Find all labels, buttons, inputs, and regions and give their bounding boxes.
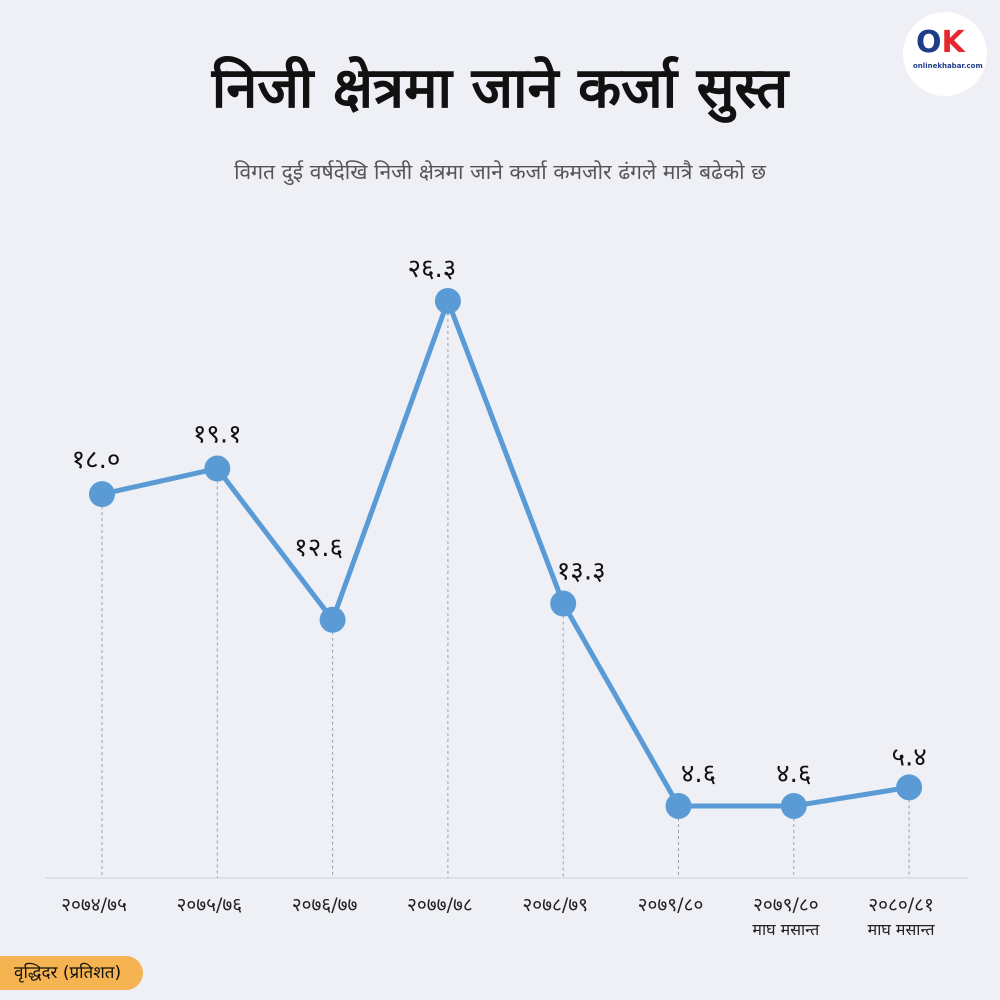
value-label: १९.१ xyxy=(193,420,242,450)
value-label: १२.६ xyxy=(294,533,343,563)
x-tick-label: २०७९/८० xyxy=(753,894,819,916)
value-label: ४.६ xyxy=(681,759,716,789)
x-tick-label: २०८०/८१ xyxy=(868,894,934,916)
x-tick-note: माघ मसान्त xyxy=(868,920,936,939)
x-tick-label: २०७८/७९ xyxy=(522,894,588,916)
x-tick-label: २०७६/७७ xyxy=(292,894,358,916)
value-label: १३.३ xyxy=(557,557,606,587)
logo-text: onlinekhabar.com xyxy=(913,62,983,70)
chart-subtitle: विगत दुई वर्षदेखि निजी क्षेत्रमा जाने कर… xyxy=(234,160,766,184)
value-label: ४.६ xyxy=(776,759,811,789)
chart-title: निजी क्षेत्रमा जाने कर्जा सुस्त xyxy=(211,56,789,121)
series-line xyxy=(99,298,912,809)
data-point xyxy=(204,455,231,482)
logo-mark: OK xyxy=(916,25,965,60)
data-point xyxy=(665,792,692,819)
data-point xyxy=(319,606,346,633)
data-point xyxy=(550,590,577,617)
value-label: २६.३ xyxy=(407,254,456,284)
data-point xyxy=(89,481,115,508)
onlinekhabar-logo: OK onlinekhabar.com xyxy=(903,12,987,96)
x-tick-label: २०७९/८० xyxy=(638,894,704,916)
x-tick-label: २०७४/७५ xyxy=(61,894,127,916)
value-label: १८.० xyxy=(72,445,121,475)
x-tick-label: २०७५/७६ xyxy=(176,894,242,916)
x-tick-note: माघ मसान्त xyxy=(752,920,820,939)
data-point xyxy=(434,288,461,314)
data-point xyxy=(896,774,923,801)
x-tick-label: २०७७/७८ xyxy=(407,894,473,916)
data-point xyxy=(780,792,807,819)
value-label: ५.४ xyxy=(891,742,926,772)
y-axis-label-badge: वृद्धिदर (प्रतिशत) xyxy=(0,956,144,990)
